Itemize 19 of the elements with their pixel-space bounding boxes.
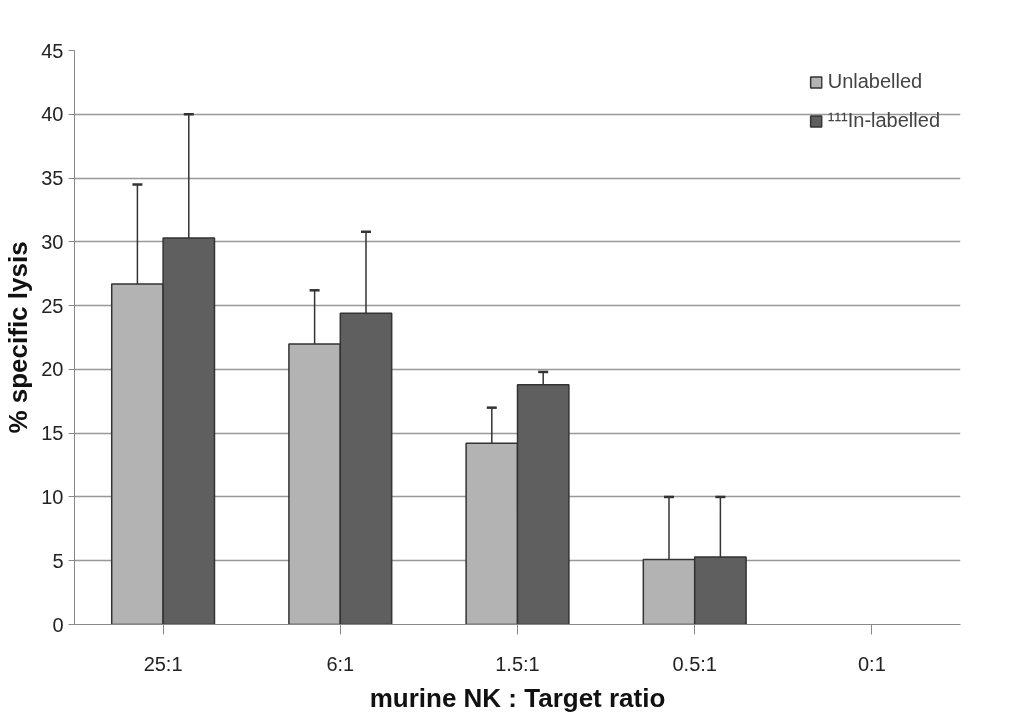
y-axis-title: % specific lysis <box>3 241 34 434</box>
y-tick-label: 0 <box>52 613 64 636</box>
y-tick-label: 20 <box>41 358 64 381</box>
y-tick-label: 10 <box>41 485 64 508</box>
legend-label: Unlabelled <box>827 70 923 93</box>
y-tick-label: 35 <box>41 167 64 190</box>
x-tick-label: 25:1 <box>143 652 183 675</box>
legend-label: ¹¹¹In-labelled <box>827 109 940 132</box>
y-tick-label: 25 <box>41 294 64 317</box>
x-tick-label: 0:1 <box>858 652 886 675</box>
y-tick-label: 45 <box>41 39 64 62</box>
x-tick-label: 1.5:1 <box>495 652 540 675</box>
y-tick-label: 15 <box>41 422 64 445</box>
y-tick-label: 40 <box>41 103 64 126</box>
y-tick-label: 5 <box>52 549 64 572</box>
x-tick-label: 6:1 <box>326 652 355 675</box>
x-tick-label: 0.5:1 <box>672 652 717 675</box>
y-tick-label: 30 <box>41 230 64 253</box>
x-axis-title: murine NK : Target ratio <box>369 682 666 713</box>
